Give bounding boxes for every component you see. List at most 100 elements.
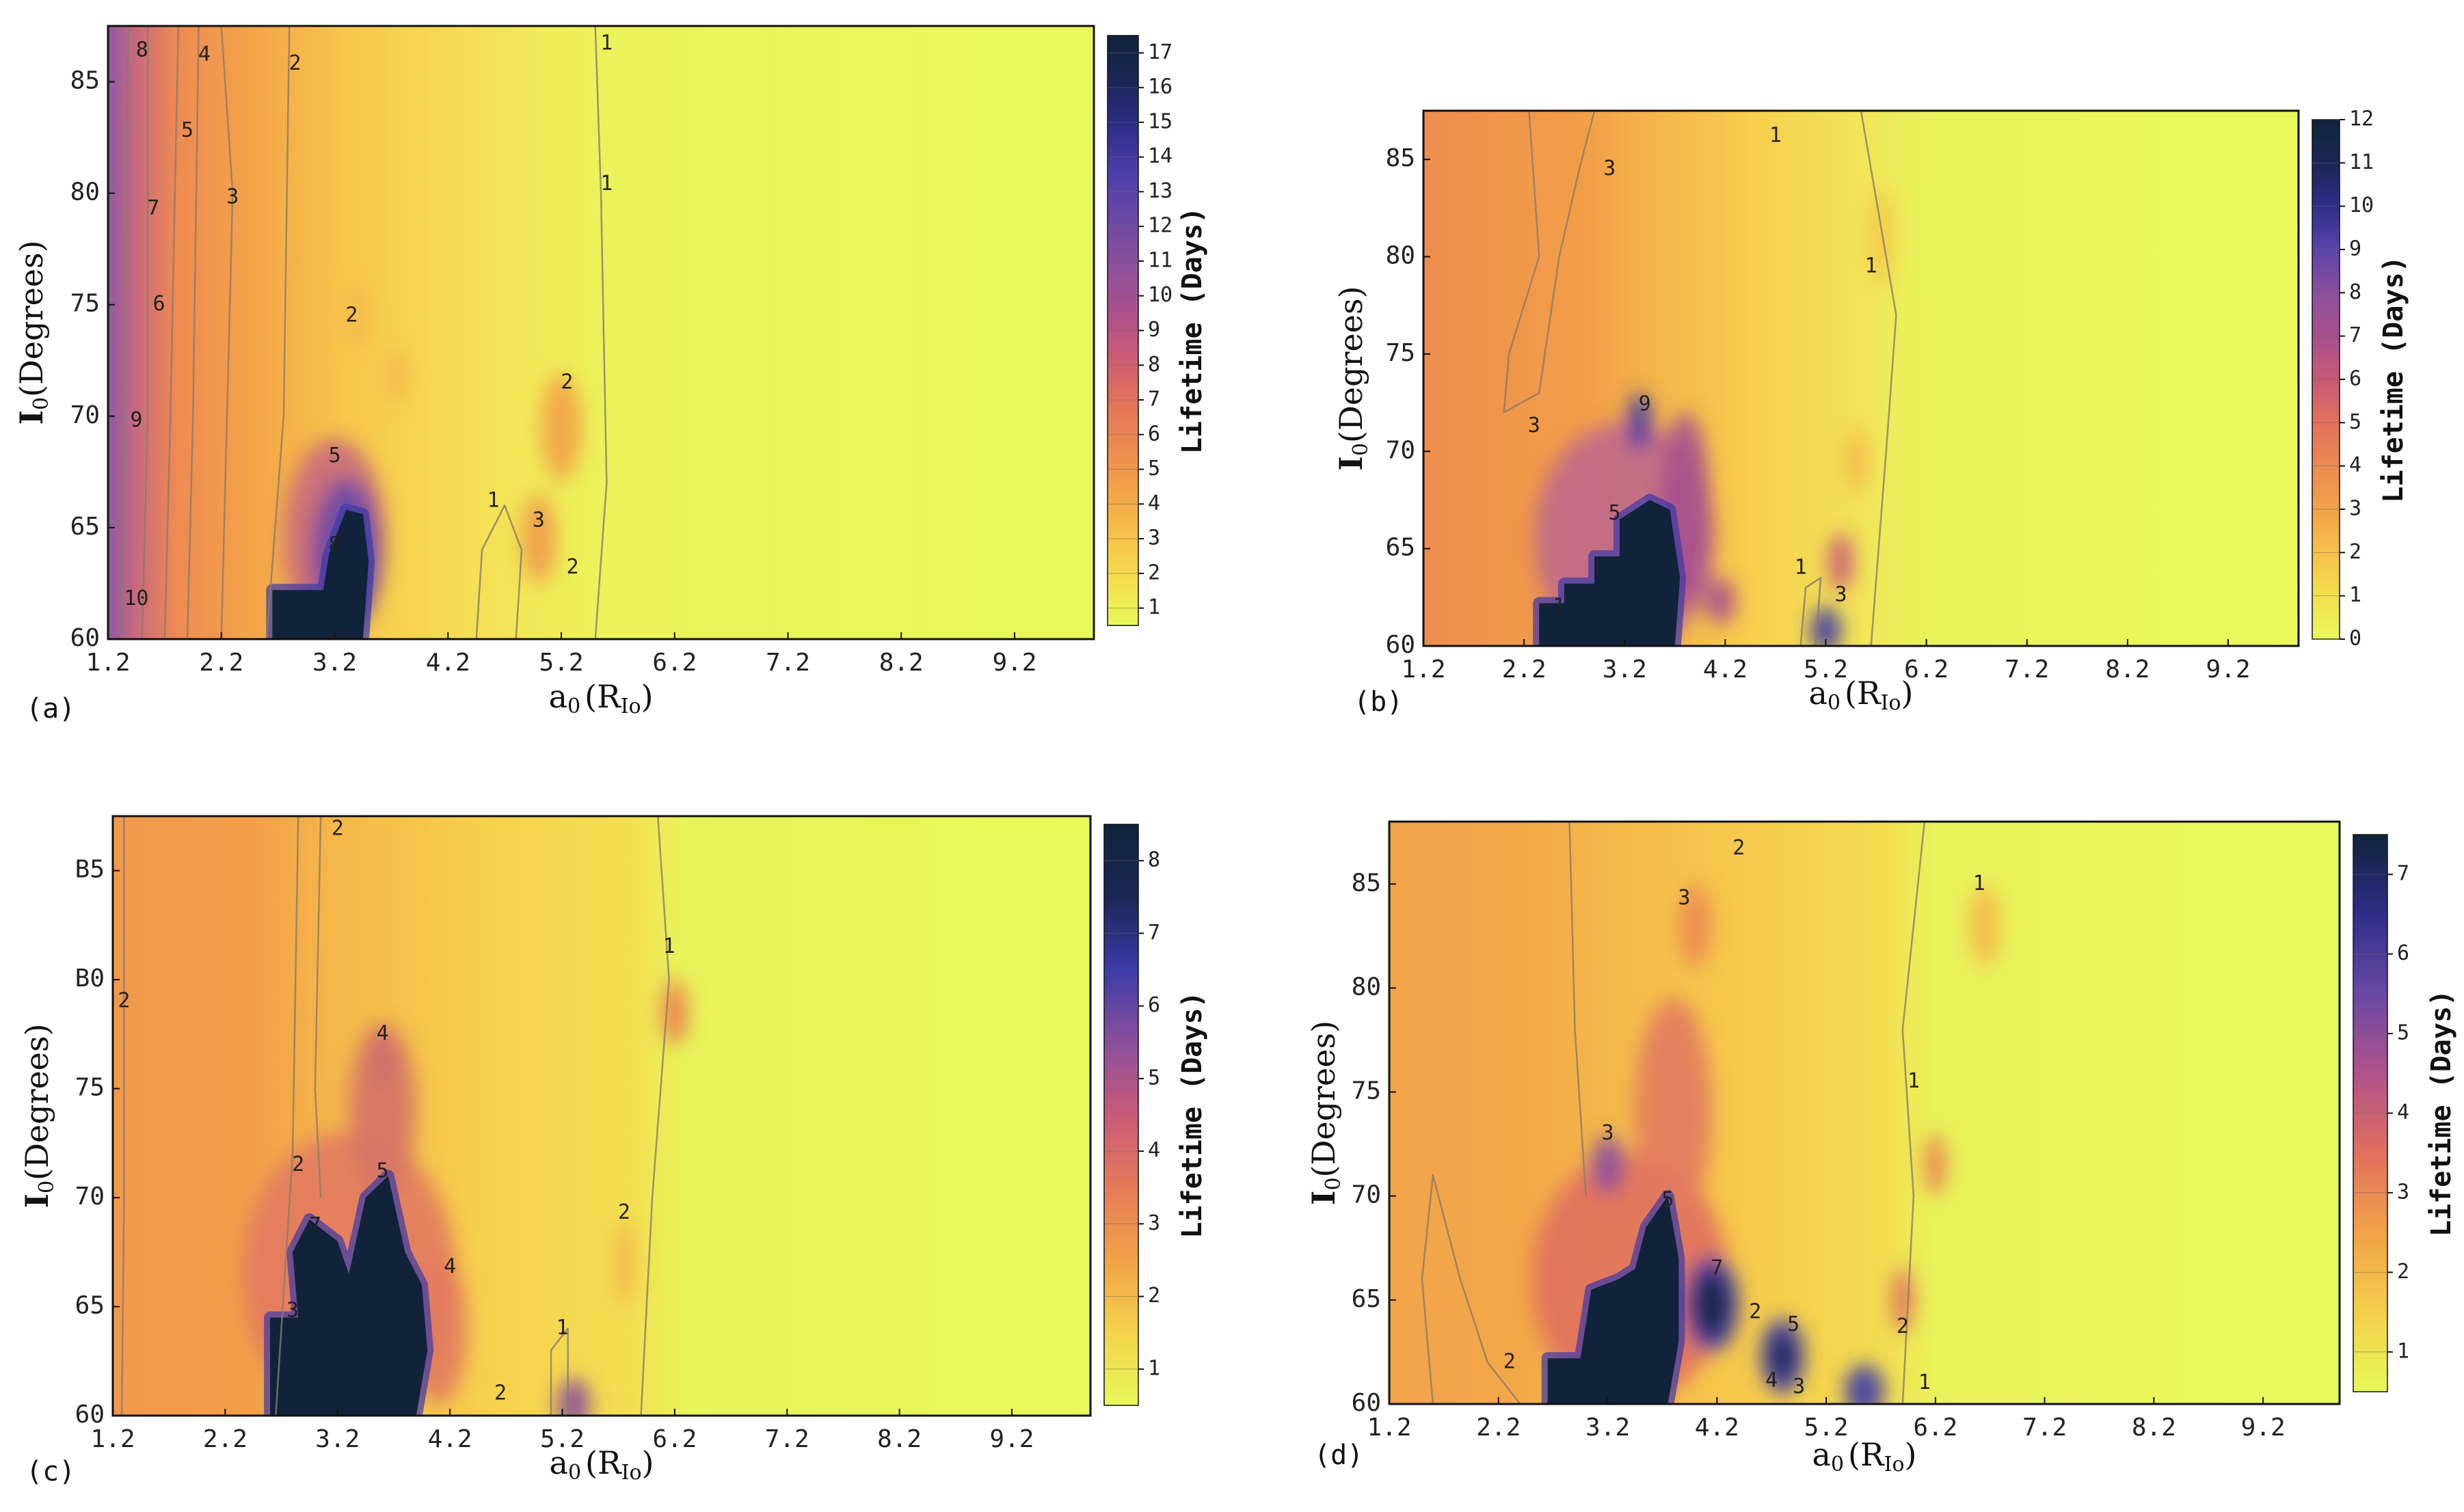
- colorbar-tick-label: 2: [1148, 1284, 1160, 1308]
- colorbar-tick-label: 11: [1148, 248, 1173, 272]
- contour-label: 8: [328, 533, 340, 557]
- contour-line: [594, 26, 608, 639]
- y-tick-label: 70: [1352, 1181, 1381, 1209]
- colorbar-label: Lifetime (Days): [2378, 256, 2409, 502]
- heatmap-dark-region: [1539, 500, 1680, 646]
- heatmap-blob: [557, 1378, 591, 1416]
- y-axis-label: I0(Degrees): [18, 1023, 59, 1208]
- contour-label: 3: [1528, 414, 1540, 437]
- heatmap-area: [108, 26, 1094, 639]
- contour-label: 1: [1907, 1069, 1920, 1093]
- colorbar-tick-label: 10: [1148, 283, 1173, 307]
- x-tick-label: 3.2: [1585, 1414, 1630, 1442]
- heatmap-blob: [1695, 1273, 1728, 1336]
- contour-label: 3: [1793, 1375, 1805, 1399]
- colorbar-tick-label: 9: [2349, 237, 2361, 261]
- x-tick-label: 2.2: [1502, 656, 1546, 684]
- x-tick-label: 8.2: [877, 1425, 922, 1453]
- contour-label: 2: [494, 1381, 507, 1405]
- x-tick-label: 6.2: [1904, 656, 1949, 684]
- x-tick-label: 9.2: [2241, 1414, 2286, 1442]
- panel-label: (a): [26, 693, 75, 725]
- colorbar-tick-label: 16: [1148, 75, 1173, 99]
- x-tick-label: 9.2: [992, 649, 1036, 677]
- heatmap-blob: [1704, 578, 1736, 625]
- contour-label: 3: [533, 509, 545, 532]
- contour-label: 1: [1973, 872, 1985, 895]
- heatmap-blob: [1627, 392, 1652, 452]
- panel-label: (d): [1314, 1440, 1363, 1471]
- contour-label: 7: [309, 1213, 321, 1237]
- contour-label: 1: [1553, 595, 1566, 619]
- contour-line: [1421, 1174, 1521, 1404]
- y-tick-label: 60: [70, 624, 100, 652]
- contour-label: 3: [1603, 157, 1616, 180]
- contour-label: 2: [1897, 1314, 1909, 1338]
- contour-line: [186, 26, 200, 639]
- colorbar-tick-label: 5: [2349, 410, 2361, 434]
- colorbar-tick-label: 8: [1148, 848, 1160, 872]
- contour-label: 3: [286, 1298, 299, 1322]
- contour-label: 5: [1609, 501, 1621, 525]
- colorbar-tick-label: 10: [2349, 193, 2374, 217]
- contour-label: 3: [1678, 886, 1690, 910]
- contour-label: 1: [556, 1316, 568, 1340]
- x-tick-label: 1.2: [1367, 1414, 1411, 1442]
- contour-label: 4: [1765, 1368, 1778, 1392]
- y-tick-label: B0: [75, 964, 105, 993]
- colorbar-tick-label: 6: [2397, 941, 2409, 965]
- contour-label: 2: [118, 989, 130, 1013]
- contour-label: 4: [444, 1255, 456, 1279]
- colorbar: [1103, 824, 1139, 1406]
- x-axis-label: a0 (RIo): [549, 678, 654, 718]
- colorbar-tick-label: 1: [1148, 1356, 1160, 1380]
- colorbar-tick-label: 2: [2349, 540, 2361, 564]
- colorbar-tick-label: 3: [2397, 1180, 2409, 1204]
- heatmap-blob: [1635, 998, 1712, 1228]
- x-tick-label: 5.2: [540, 1425, 585, 1453]
- contour-label: 8: [136, 38, 148, 62]
- colorbar-tick-label: 12: [2349, 107, 2374, 131]
- colorbar-tick-label: 17: [1148, 40, 1173, 64]
- x-tick-label: 8.2: [2132, 1414, 2176, 1442]
- plot-frame: [1388, 820, 2341, 1405]
- contour-line: [1860, 111, 1897, 646]
- y-tick-label: 75: [75, 1074, 105, 1102]
- contour-line: [1568, 822, 1587, 1196]
- x-tick-label: 7.2: [2022, 1414, 2067, 1442]
- x-tick-label: 7.2: [765, 1425, 809, 1453]
- y-tick-label: 60: [75, 1401, 105, 1429]
- heatmap-area: [1389, 822, 2340, 1404]
- contour-label: 2: [1732, 836, 1745, 860]
- x-tick-label: 7.2: [766, 649, 810, 677]
- contour-label: 9: [1639, 392, 1651, 416]
- y-axis-label: I0(Degrees): [1333, 286, 1373, 470]
- colorbar-tick-label: 1: [2349, 583, 2361, 607]
- y-tick-label: 70: [1386, 436, 1415, 464]
- colorbar-tick-label: 4: [1148, 491, 1160, 515]
- y-tick-label: 85: [1352, 869, 1381, 897]
- panel-label: (b): [1354, 686, 1403, 718]
- y-tick-label: 75: [1352, 1077, 1381, 1105]
- x-tick-label: 1.2: [90, 1425, 135, 1453]
- contour-line: [475, 504, 523, 639]
- colorbar-tick-label: 1: [2397, 1339, 2409, 1363]
- contour-label: 4: [198, 42, 211, 66]
- x-tick-label: 3.2: [312, 649, 357, 677]
- contour-label: 4: [376, 1021, 388, 1045]
- heatmap-blob: [386, 349, 409, 403]
- colorbar-tick-label: 6: [1148, 422, 1160, 446]
- contour-label: 5: [181, 118, 193, 142]
- x-tick-label: 2.2: [1476, 1414, 1521, 1442]
- colorbar-tick-label: 13: [1148, 179, 1173, 203]
- heatmap-area: [1423, 111, 2299, 646]
- contour-line: [640, 816, 670, 1416]
- colorbar-tick-label: 2: [1148, 561, 1160, 584]
- colorbar-tick-label: 3: [2349, 497, 2361, 521]
- y-tick-label: 65: [1352, 1285, 1381, 1313]
- contour-line: [141, 26, 149, 639]
- heatmap-blob: [1968, 884, 2001, 967]
- contour-label: 3: [226, 185, 239, 209]
